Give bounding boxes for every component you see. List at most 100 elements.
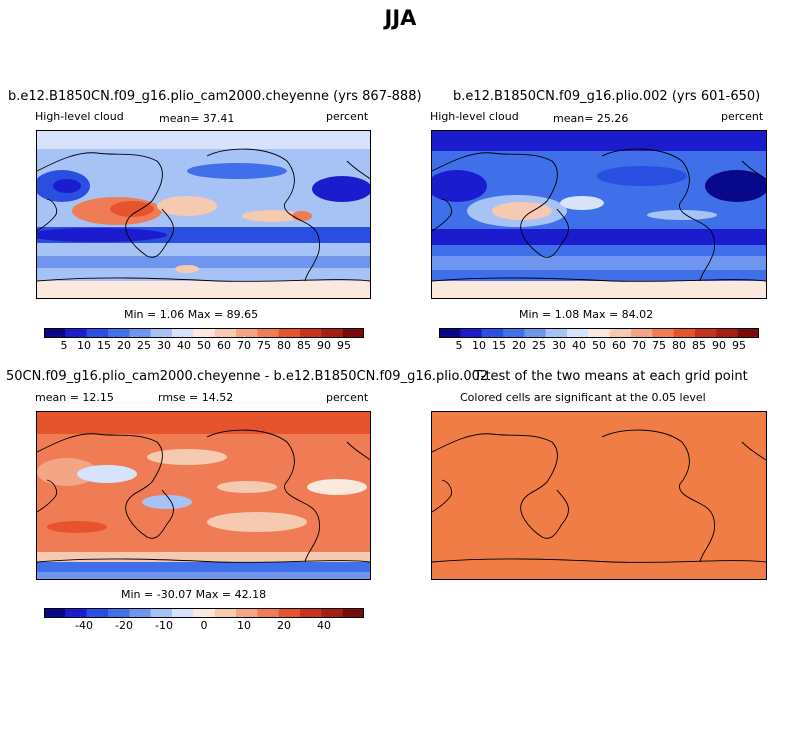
panel4-title: T-test of the two means at each grid poi… — [474, 369, 748, 384]
panel1-coast-europe — [346, 160, 370, 180]
colorbar-swatch — [44, 328, 66, 338]
panel4-coast-africa — [432, 479, 453, 513]
panel1-coast-africa — [37, 198, 58, 232]
panel4-coast-europe — [741, 441, 766, 461]
colorbar-tick-label: 25 — [137, 339, 151, 352]
panel3-colorbar-labels: -40 -20 -10 0 10 20 40 — [44, 619, 364, 633]
colorbar-swatch — [631, 328, 653, 338]
panel1-blob-warm-core — [110, 201, 154, 217]
panel1-colorbar-swatches — [44, 328, 364, 338]
panel1-map-svg — [37, 131, 370, 298]
panel1-coast-asia-australia — [37, 152, 174, 258]
panel1-south-mid-band — [37, 256, 370, 268]
colorbar-tick-label: 70 — [237, 339, 251, 352]
colorbar-tick-label: 10 — [237, 619, 251, 632]
panel2-variable-label: High-level cloud — [430, 110, 519, 123]
panel4-coast-americas — [601, 429, 715, 563]
panel3-south-light-band — [37, 552, 370, 562]
panel2-stats: Min = 1.08 Max = 84.02 — [519, 308, 654, 321]
colorbar-tick-label: 95 — [337, 339, 351, 352]
panel2-coast-asia-australia — [432, 152, 569, 258]
panel3-blob-nw — [37, 458, 97, 486]
panel3-coast-antarctica — [37, 558, 370, 563]
colorbar-swatch — [108, 328, 130, 338]
colorbar-swatch — [481, 328, 504, 338]
colorbar-swatch — [214, 328, 237, 338]
panel1-south-dry-core — [37, 228, 167, 242]
colorbar-swatch — [716, 328, 738, 338]
panel1-blob-n-pacific — [187, 163, 287, 179]
panel1-colorbar — [44, 328, 364, 338]
colorbar-swatch — [588, 328, 610, 338]
panel3-coastlines — [37, 429, 370, 563]
panel4-significance-field — [432, 412, 766, 579]
panel1-blob-south-warm — [175, 265, 199, 273]
colorbar-swatch — [342, 608, 364, 618]
colorbar-swatch — [737, 328, 759, 338]
panel1-blob-central-america — [292, 211, 312, 221]
colorbar-swatch — [524, 328, 546, 338]
colorbar-tick-label: 20 — [512, 339, 526, 352]
panel3-blob-atlantic — [307, 479, 367, 495]
colorbar-tick-label: 5 — [455, 339, 463, 352]
panel1-stats: Min = 1.06 Max = 89.65 — [124, 308, 259, 321]
panel1-coast-antarctica — [37, 277, 370, 282]
colorbar-swatch — [44, 608, 66, 618]
colorbar-tick-label: 5 — [60, 339, 68, 352]
panel1-blob-nw-darkblue — [53, 179, 81, 193]
panel1-antarctic-band — [37, 281, 370, 298]
colorbar-tick-label: 75 — [257, 339, 271, 352]
panel1-coast-americas — [206, 148, 320, 282]
panel3-blob-e-pacific — [217, 481, 277, 493]
panel3-blob-s-pacific — [207, 512, 307, 532]
colorbar-tick-label: 10 — [77, 339, 91, 352]
panel2-blob-ne-darkest — [705, 170, 766, 202]
colorbar-tick-label: 50 — [197, 339, 211, 352]
colorbar-swatch — [236, 608, 258, 618]
panel1-title: b.e12.B1850CN.f09_g16.plio_cam2000.cheye… — [8, 89, 422, 104]
colorbar-tick-label: 40 — [317, 619, 331, 632]
panel3-background-field — [37, 412, 370, 579]
panel1-mean-label: mean= 37.41 — [159, 112, 235, 125]
colorbar-tick-label: 30 — [157, 339, 171, 352]
colorbar-swatch — [172, 608, 194, 618]
colorbar-tick-label: 30 — [552, 339, 566, 352]
colorbar-tick-label: -20 — [115, 619, 133, 632]
panel1-variable-label: High-level cloud — [35, 110, 124, 123]
panel2-title: b.e12.B1850CN.f09_g16.plio.002 (yrs 601-… — [453, 89, 761, 104]
colorbar-tick-label: 40 — [177, 339, 191, 352]
panel1-colorbar-labels: 5 10 15 20 25 30 40 50 60 70 75 80 85 90 95 — [44, 339, 364, 353]
colorbar-tick-label: 0 — [200, 619, 208, 632]
colorbar-swatch — [503, 328, 525, 338]
colorbar-tick-label: 40 — [572, 339, 586, 352]
panel2-coast-americas — [601, 148, 715, 282]
panel4-coastlines — [432, 429, 766, 563]
panel3-map — [36, 411, 371, 580]
panel3-colorbar-swatches — [44, 608, 364, 618]
colorbar-swatch — [695, 328, 717, 338]
panel3-arctic-band — [37, 412, 370, 434]
panel1-coastlines — [37, 148, 370, 282]
colorbar-swatch — [278, 608, 301, 618]
colorbar-swatch — [150, 608, 173, 618]
colorbar-frame — [44, 328, 364, 338]
panel3-rmse-label: rmse = 14.52 — [158, 391, 234, 404]
colorbar-swatch — [300, 608, 322, 618]
colorbar-tick-label: 20 — [117, 339, 131, 352]
panel4-coast-antarctica — [432, 558, 766, 563]
colorbar-swatch — [652, 328, 674, 338]
colorbar-swatch — [673, 328, 696, 338]
panel3-blob-maritime-cool — [142, 495, 192, 509]
figure-title: JJA — [384, 6, 417, 30]
panel2-coast-europe — [741, 160, 766, 180]
panel2-blob-n-pacific — [597, 166, 687, 186]
panel2-blob-warm-pool — [492, 202, 552, 220]
panel2-blob-itcz — [647, 210, 717, 220]
panel4-coast-asia-australia — [432, 433, 569, 539]
panel3-stats: Min = -30.07 Max = 42.18 — [121, 588, 267, 601]
panel3-coast-europe — [346, 441, 370, 461]
colorbar-swatch — [609, 328, 632, 338]
colorbar-frame — [44, 608, 364, 618]
panel3-coast-americas — [206, 429, 320, 563]
panel1-blob-itcz — [242, 210, 302, 222]
